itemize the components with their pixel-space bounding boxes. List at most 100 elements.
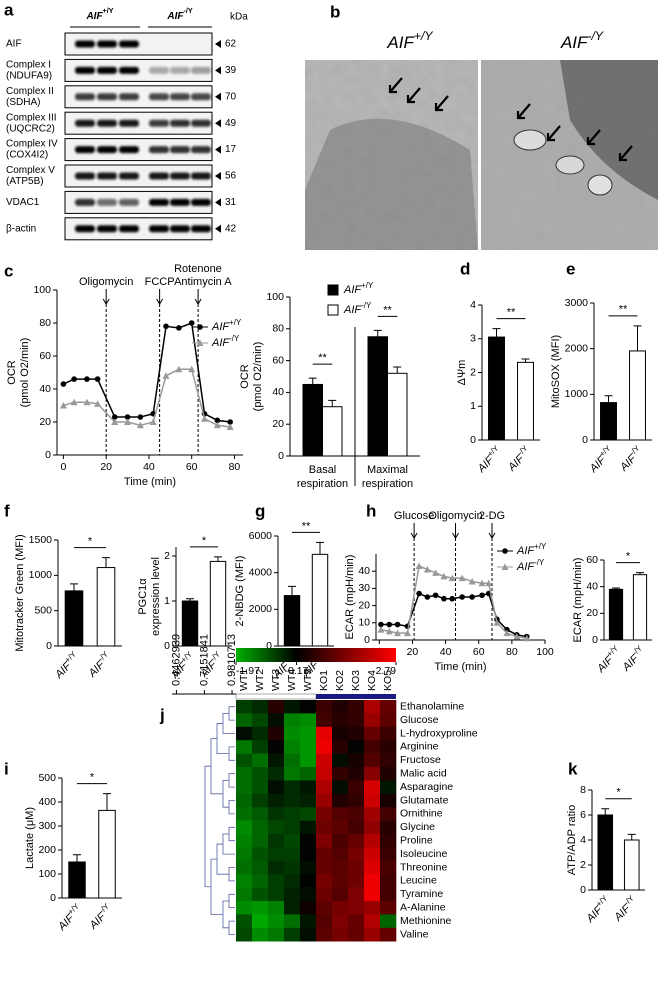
heatmap-cell (316, 834, 333, 848)
kda-arrow (215, 66, 221, 75)
heatmap-cell (316, 860, 333, 875)
point (415, 562, 423, 570)
y-tick-label: 0 (364, 634, 370, 646)
blot-band (97, 198, 117, 206)
heatmap-cell (316, 726, 333, 741)
heatmap-cell (332, 874, 349, 888)
heatmap-cell (284, 726, 301, 741)
y-tick-label: 500 (38, 772, 56, 784)
legend-label: AIF+/Y (343, 281, 374, 296)
heatmap-cell (268, 807, 285, 821)
heatmap-cell (364, 874, 381, 888)
heatmap-cell (348, 914, 365, 929)
heatmap-cell (332, 767, 349, 781)
row-label: Ornithine (400, 808, 443, 820)
heatmap-cell (316, 740, 333, 754)
y-tick-label: 60 (272, 354, 284, 366)
heatmap-cell (300, 780, 317, 795)
y-tick-label: 20 (272, 418, 284, 430)
significance: * (202, 535, 207, 547)
genotype-base: AIF (475, 453, 497, 475)
heatmap-cell (332, 740, 349, 754)
blot-band (191, 172, 211, 180)
heatmap-cell (332, 887, 349, 902)
error-bar (308, 377, 317, 385)
heatmap-cell (332, 780, 349, 795)
blot-band (75, 119, 95, 127)
legend-label: AIF+/Y (516, 542, 547, 557)
y-tick-label: 30 (358, 582, 370, 594)
genotype-base: AIF (211, 337, 230, 349)
blot-band (170, 172, 190, 180)
heatmap-cell (268, 914, 285, 929)
annotation: Oligomycin (79, 276, 133, 288)
panel-letter: f (4, 501, 10, 520)
point (70, 398, 78, 406)
column-label: WT3 (270, 669, 282, 691)
error-bar (186, 598, 194, 601)
point (423, 565, 431, 573)
point (432, 569, 440, 576)
heatmap-cell (380, 700, 397, 714)
blot-band (149, 66, 169, 74)
dendrogram (228, 920, 235, 935)
colorbar (236, 648, 396, 662)
kda-label: 42 (225, 223, 237, 234)
dendrogram (228, 800, 235, 815)
heatmap-cell (364, 740, 381, 754)
heatmap-cell (252, 874, 269, 888)
dendrogram (222, 780, 229, 808)
blot-band (97, 146, 117, 154)
heatmap-cell (364, 927, 381, 942)
heatmap-cell (300, 914, 317, 929)
heatmap-cell (316, 700, 333, 714)
heatmap-cell (364, 713, 381, 728)
genotype-sup: -/Y (587, 29, 603, 43)
heatmap-cell (316, 901, 333, 915)
heatmap-cell (380, 726, 397, 741)
heatmap-cell (316, 807, 333, 821)
heatmap-cell (284, 927, 301, 942)
x-tick-label: AIF-/Y (617, 643, 648, 674)
heatmap-cell (236, 753, 253, 768)
point (60, 381, 67, 387)
y-tick-label: 20 (586, 607, 598, 619)
y-tick-label: 100 (33, 284, 51, 296)
genotype-sup: -/Y (183, 6, 192, 15)
x-tick-label: AIF+/Y (53, 901, 86, 934)
heatmap-cell (252, 793, 269, 808)
blot-label: (NDUFA9) (6, 71, 52, 82)
heatmap-cell (268, 753, 285, 768)
y-tick-label: 2000 (565, 342, 589, 354)
heatmap-cell (332, 901, 349, 915)
y-axis-title: ECAR (mpH/min) (572, 558, 584, 643)
bar (597, 814, 614, 891)
micrograph-arrows (388, 77, 633, 162)
heatmap-cell (284, 767, 301, 781)
heatmap-cell (380, 713, 397, 728)
heatmap-cell (380, 780, 397, 795)
y-tick-label: 0 (592, 634, 598, 646)
heatmap-cell (316, 767, 333, 781)
tree-scale-label: 0.7151841 (198, 634, 210, 686)
heatmap-cell (332, 927, 349, 942)
y-tick-label: 6 (580, 809, 586, 821)
point (111, 418, 119, 425)
tree-scale-label: 0.9810713 (226, 634, 238, 686)
heatmap-cell (300, 927, 317, 942)
significance: * (626, 551, 631, 563)
kda-arrow (215, 198, 221, 207)
legend-label: AIF+/Y (211, 318, 242, 333)
row-label: Methionine (400, 915, 452, 927)
y-tick-label: 20 (358, 599, 370, 611)
error-bar (373, 329, 382, 337)
y-axis-title: (pmol O2/min) (252, 342, 264, 412)
genotype-sup: +/Y (414, 29, 434, 43)
heatmap-cell (252, 780, 269, 795)
x-tick-label: AIF-/Y (83, 649, 114, 680)
error-bar (492, 328, 501, 338)
column-label: KO1 (318, 670, 330, 691)
heatmap-cell (252, 847, 269, 862)
y-tick-label: 20 (39, 416, 51, 428)
